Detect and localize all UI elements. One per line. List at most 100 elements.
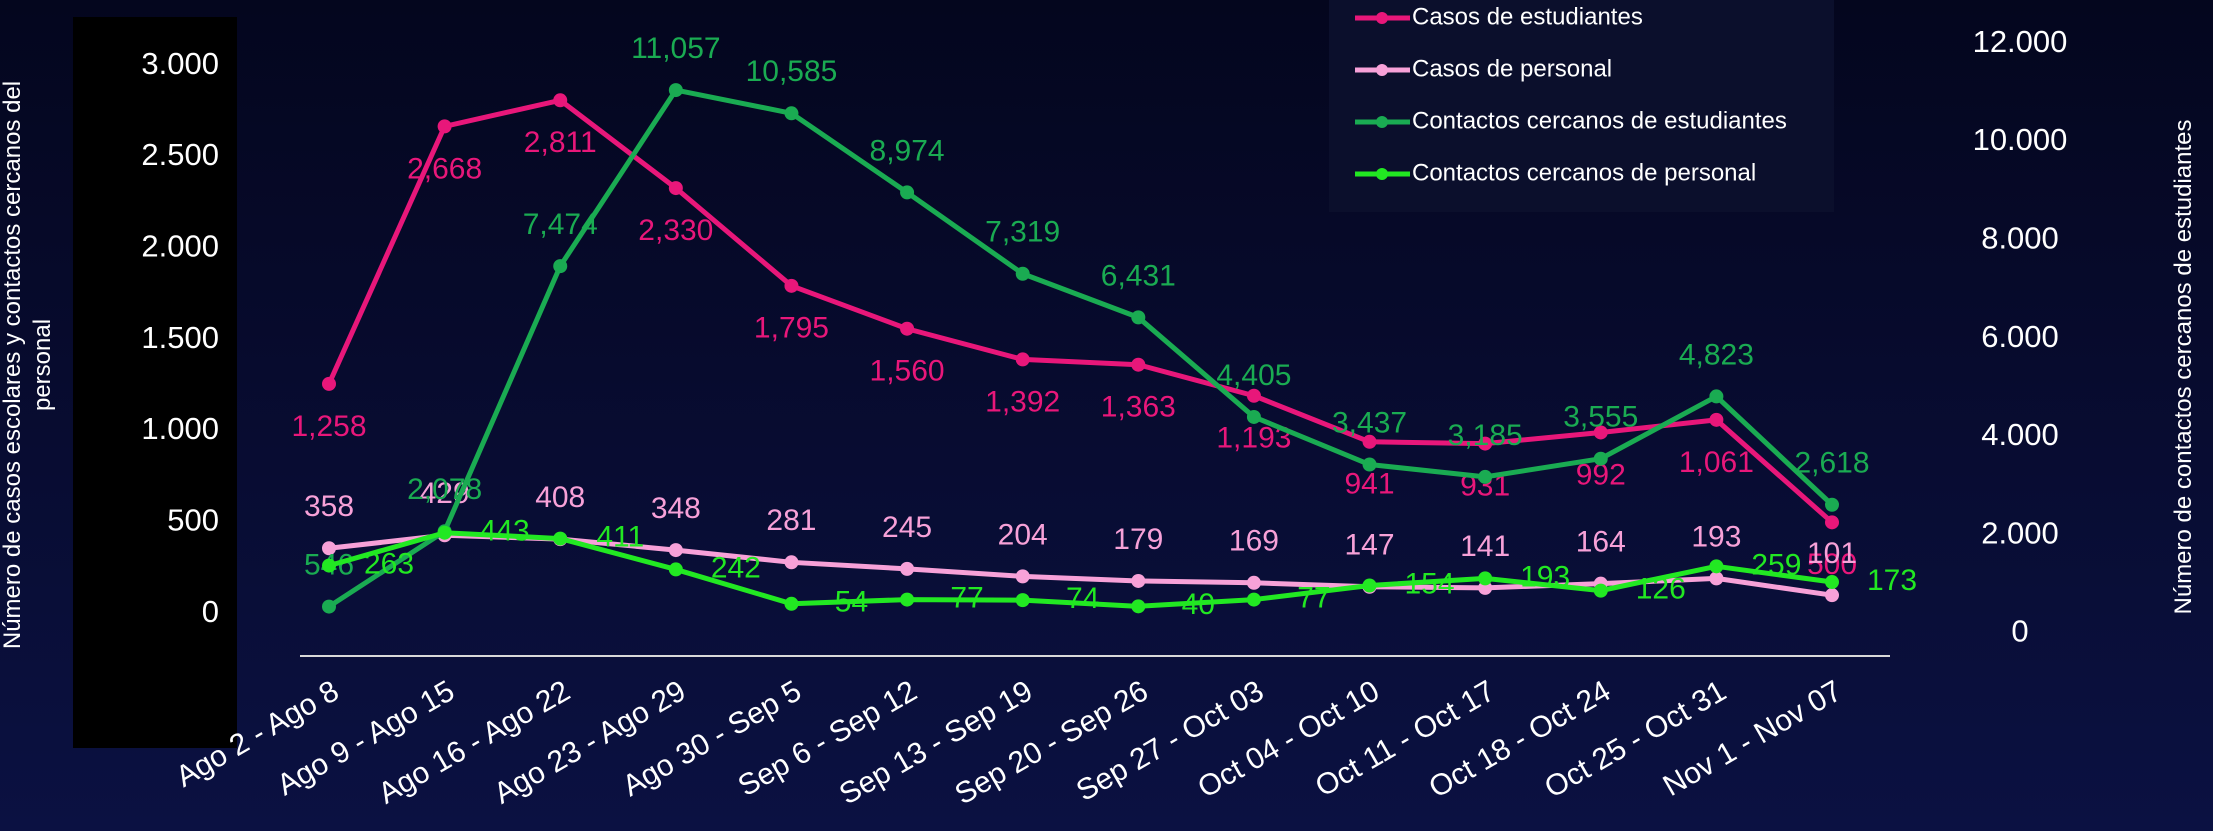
data-point — [1246, 388, 1261, 403]
legend-box — [1329, 0, 1834, 212]
data-label: 1,560 — [870, 355, 945, 388]
y-tick-label: 2.500 — [141, 137, 219, 172]
data-point — [1709, 389, 1724, 404]
data-label: 77 — [1297, 581, 1330, 614]
data-point — [1593, 451, 1608, 466]
x-tick-label: Sep 20 - Sep 26 — [949, 674, 1153, 811]
data-point — [1593, 583, 1608, 598]
data-label: 1,061 — [1679, 446, 1754, 479]
data-label: 8,974 — [870, 134, 945, 167]
data-label: 263 — [364, 548, 414, 581]
data-point — [1593, 425, 1608, 440]
y-tick-label: 3.000 — [141, 46, 219, 81]
y2-tick-label: 8.000 — [1981, 220, 2059, 255]
data-label: 259 — [1751, 548, 1801, 581]
y2-tick-label: 4.000 — [1981, 417, 2059, 452]
legend-label: Contactos cercanos de personal — [1412, 159, 1756, 186]
legend-marker — [1376, 12, 1388, 24]
data-point — [553, 93, 568, 108]
data-label: 173 — [1867, 564, 1917, 597]
x-tick-label: Ago 23 - Ago 29 — [488, 674, 691, 810]
data-point — [1709, 571, 1724, 586]
data-label: 2,618 — [1794, 447, 1869, 480]
data-label: 6,431 — [1101, 259, 1176, 292]
data-point — [553, 259, 568, 274]
data-point — [1131, 599, 1146, 614]
data-label: 74 — [1066, 582, 1099, 615]
data-label: 411 — [596, 520, 644, 553]
data-label: 1,392 — [985, 385, 1060, 418]
data-label: 941 — [1345, 468, 1395, 501]
data-label: 10,585 — [746, 55, 838, 88]
data-point — [1246, 592, 1261, 607]
x-tick-label: Ago 16 - Ago 22 — [373, 674, 576, 810]
data-point — [668, 83, 683, 98]
series-line — [326, 97, 1834, 525]
data-label: 141 — [1460, 530, 1510, 563]
legend-label: Casos de personal — [1412, 55, 1612, 82]
data-label: 4,823 — [1679, 338, 1754, 371]
data-label: 3,185 — [1448, 419, 1523, 452]
data-point — [1131, 310, 1146, 325]
data-label: 54 — [835, 586, 868, 619]
data-point — [1015, 569, 1030, 584]
y-tick-label: 1.000 — [141, 411, 219, 446]
data-point — [322, 599, 336, 614]
data-label: 126 — [1636, 573, 1686, 606]
data-point — [322, 558, 336, 573]
data-point — [900, 592, 915, 607]
y2-tick-label: 2.000 — [1981, 515, 2059, 550]
data-point — [900, 561, 915, 576]
data-point — [784, 106, 799, 121]
data-label: 1,363 — [1101, 391, 1176, 424]
data-point — [1825, 497, 1839, 512]
y2-tick-label: 0 — [2011, 614, 2028, 649]
y-tick-label: 500 — [167, 503, 219, 538]
y-tick-label: 2.000 — [141, 229, 219, 264]
data-point — [1015, 266, 1030, 281]
data-point — [784, 278, 799, 293]
data-point — [1709, 559, 1724, 574]
data-label: 204 — [998, 518, 1048, 551]
data-point — [1478, 571, 1493, 586]
data-point — [1015, 352, 1030, 367]
data-label: 2,078 — [407, 473, 482, 506]
data-label: 193 — [1691, 520, 1741, 553]
data-point — [1246, 409, 1261, 424]
data-point — [1131, 573, 1146, 588]
data-point — [668, 543, 683, 558]
data-label: 358 — [304, 490, 354, 523]
legend-label: Contactos cercanos de estudiantes — [1412, 107, 1787, 134]
data-label: 169 — [1229, 525, 1279, 558]
legend-marker — [1376, 64, 1388, 76]
data-point — [784, 555, 799, 570]
data-label: 1,795 — [754, 312, 829, 345]
data-label: 245 — [882, 511, 932, 544]
data-label: 2,811 — [524, 126, 597, 159]
data-label: 1,258 — [291, 410, 366, 443]
y-tick-label: 0 — [202, 594, 219, 629]
data-point — [322, 541, 336, 556]
data-label: 101 — [1807, 537, 1857, 570]
data-point — [668, 562, 683, 577]
data-label: 154 — [1405, 567, 1455, 600]
data-point — [553, 531, 568, 546]
data-label: 408 — [535, 481, 585, 514]
y2-axis-title: Número de contactos cercanos de estudian… — [2170, 119, 2197, 615]
y2-tick-label: 10.000 — [1973, 122, 2068, 157]
data-point — [437, 119, 452, 134]
y2-tick-label: 6.000 — [1981, 319, 2059, 354]
legend-label: Casos de estudiantes — [1412, 3, 1643, 30]
data-point — [1709, 412, 1724, 427]
data-label: 4,405 — [1216, 359, 1291, 392]
data-label: 164 — [1576, 526, 1626, 559]
data-point — [1825, 575, 1839, 590]
data-point — [322, 376, 336, 391]
data-point — [900, 321, 915, 336]
y-tick-label: 1.500 — [141, 320, 219, 355]
axis-panel — [73, 17, 237, 748]
data-label: 3,555 — [1563, 401, 1638, 434]
data-point — [1478, 436, 1493, 451]
data-point — [1362, 457, 1377, 472]
